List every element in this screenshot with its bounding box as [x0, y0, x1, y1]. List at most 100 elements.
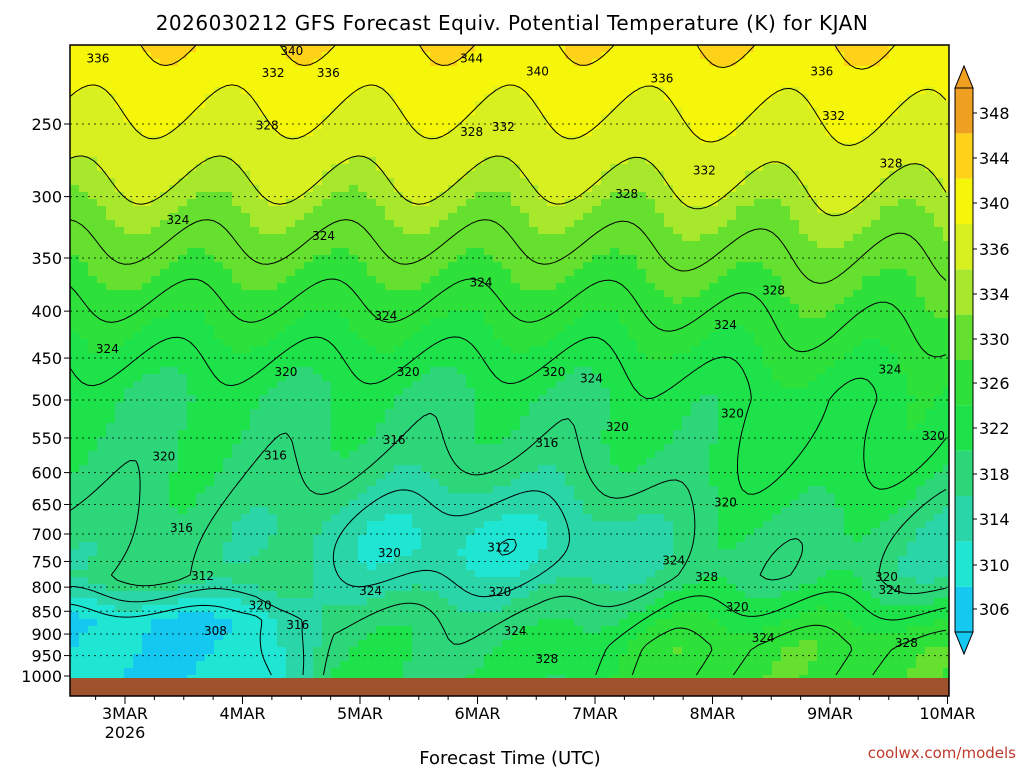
field-cell: [763, 164, 773, 172]
field-cell: [619, 332, 629, 340]
field-cell: [376, 339, 386, 347]
field-cell: [916, 388, 926, 396]
field-cell: [646, 311, 656, 319]
field-cell: [133, 122, 143, 130]
field-cell: [412, 206, 422, 214]
field-cell: [574, 73, 584, 81]
field-cell: [232, 185, 242, 193]
field-cell: [214, 213, 224, 221]
field-cell: [835, 101, 845, 109]
field-cell: [484, 360, 494, 368]
field-cell: [808, 304, 818, 312]
field-cell: [331, 143, 341, 151]
field-cell: [511, 311, 521, 319]
field-cell: [799, 381, 809, 389]
field-cell: [934, 192, 944, 200]
field-cell: [394, 171, 404, 179]
field-cell: [565, 325, 575, 333]
field-cell: [718, 45, 728, 53]
field-cell: [700, 178, 710, 186]
field-cell: [700, 311, 710, 319]
field-cell: [187, 66, 197, 74]
field-cell: [700, 101, 710, 109]
field-cell: [295, 80, 305, 88]
field-cell: [880, 80, 890, 88]
field-cell: [196, 248, 206, 256]
field-cell: [106, 339, 116, 347]
field-cell: [628, 234, 638, 242]
field-cell: [160, 122, 170, 130]
field-cell: [250, 276, 260, 284]
field-cell: [124, 346, 134, 354]
field-cell: [277, 227, 287, 235]
field-cell: [88, 59, 98, 67]
field-cell: [358, 59, 368, 67]
field-cell: [556, 346, 566, 354]
field-cell: [718, 255, 728, 263]
field-cell: [610, 192, 620, 200]
field-cell: [349, 101, 359, 109]
field-cell: [502, 297, 512, 305]
field-cell: [124, 374, 134, 382]
field-cell: [448, 283, 458, 291]
field-cell: [763, 360, 773, 368]
field-cell: [421, 143, 431, 151]
field-cell: [295, 129, 305, 137]
field-cell: [196, 220, 206, 228]
field-cell: [79, 367, 89, 375]
field-cell: [106, 227, 116, 235]
field-cell: [241, 325, 251, 333]
field-cell: [745, 234, 755, 242]
field-cell: [709, 262, 719, 270]
field-cell: [241, 150, 251, 158]
field-cell: [142, 73, 152, 81]
field-cell: [871, 213, 881, 221]
field-cell: [277, 220, 287, 228]
field-cell: [466, 80, 476, 88]
field-cell: [646, 178, 656, 186]
field-cell: [223, 45, 233, 53]
field-cell: [718, 52, 728, 60]
field-cell: [826, 178, 836, 186]
field-cell: [844, 150, 854, 158]
field-cell: [637, 206, 647, 214]
field-cell: [205, 332, 215, 340]
field-cell: [97, 129, 107, 137]
field-cell: [889, 381, 899, 389]
field-cell: [187, 332, 197, 340]
field-cell: [349, 346, 359, 354]
field-cell: [205, 395, 215, 403]
field-cell: [862, 150, 872, 158]
field-cell: [880, 45, 890, 53]
field-cell: [538, 185, 548, 193]
field-cell: [250, 262, 260, 270]
field-cell: [826, 66, 836, 74]
field-cell: [304, 227, 314, 235]
field-cell: [286, 367, 296, 375]
field-cell: [772, 374, 782, 382]
field-cell: [925, 185, 935, 193]
field-cell: [376, 80, 386, 88]
field-cell: [349, 367, 359, 375]
field-cell: [457, 227, 467, 235]
field-cell: [214, 129, 224, 137]
field-cell: [241, 80, 251, 88]
field-cell: [295, 52, 305, 60]
field-cell: [286, 346, 296, 354]
field-cell: [133, 276, 143, 284]
field-cell: [574, 262, 584, 270]
field-cell: [97, 213, 107, 221]
field-cell: [709, 248, 719, 256]
field-cell: [430, 129, 440, 137]
field-cell: [871, 227, 881, 235]
field-cell: [754, 304, 764, 312]
field-cell: [268, 304, 278, 312]
field-cell: [196, 353, 206, 361]
field-cell: [223, 206, 233, 214]
field-cell: [745, 360, 755, 368]
field-cell: [601, 178, 611, 186]
field-cell: [718, 136, 728, 144]
field-cell: [727, 353, 737, 361]
field-cell: [745, 248, 755, 256]
field-cell: [826, 171, 836, 179]
